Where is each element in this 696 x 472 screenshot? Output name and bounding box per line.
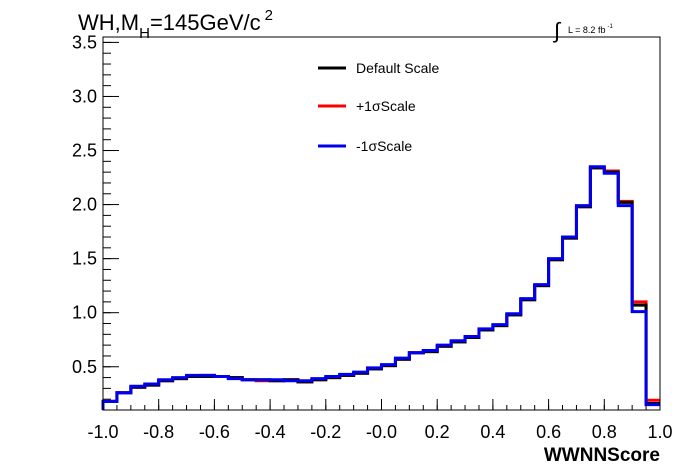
x-tick-label: -0.0 <box>366 422 397 442</box>
x-tick-label: -0.6 <box>199 422 230 442</box>
series-layer <box>101 165 660 410</box>
chart-title: WH,MH=145GeV/c 2 <box>78 7 273 42</box>
x-axis-label: WWNNScore <box>544 445 660 466</box>
x-tick-label: -0.8 <box>143 422 174 442</box>
x-tick-label: 1.0 <box>647 422 672 442</box>
y-tick-label: 1.5 <box>72 249 97 269</box>
lumi-integral-symbol: ∫ <box>552 18 562 43</box>
x-tick-label: 0.2 <box>425 422 450 442</box>
y-tick-label: 3.5 <box>72 32 97 52</box>
chart-title-superscript: 2 <box>265 7 273 24</box>
legend-label-plus1sigma: +1σScale <box>356 98 416 114</box>
x-tick-label: 0.8 <box>592 422 617 442</box>
y-tick-label: 3.0 <box>72 86 97 106</box>
lumi-label: L = 8.2 fb -1 <box>568 24 613 35</box>
y-tick-label: 2.0 <box>72 195 97 215</box>
chart-title-rest: =145GeV/c <box>150 10 261 35</box>
series-line-minus1sigma <box>101 165 660 410</box>
lumi-superscript: -1 <box>607 24 613 30</box>
x-tick-label: -0.2 <box>310 422 341 442</box>
legend-label-minus1sigma: -1σScale <box>356 138 412 154</box>
x-tick-label: 0.6 <box>536 422 561 442</box>
x-tick-label: -1.0 <box>87 422 118 442</box>
y-tick-label: 1.0 <box>72 303 97 323</box>
x-tick-label: -0.4 <box>255 422 286 442</box>
y-tick-label: 2.5 <box>72 141 97 161</box>
chart-title-subscript: H <box>139 25 150 42</box>
axis-layer: -1.0 -0.8 -0.6 -0.4 -0.2 -0.0 0.2 0.4 0.6 0.8 1.0 0… <box>72 32 673 442</box>
x-tick-label: 0.4 <box>480 422 505 442</box>
legend: Default Scale +1σScale -1σScale <box>318 60 439 154</box>
y-tick-label: 0.5 <box>72 357 97 377</box>
legend-label-default: Default Scale <box>356 60 439 76</box>
